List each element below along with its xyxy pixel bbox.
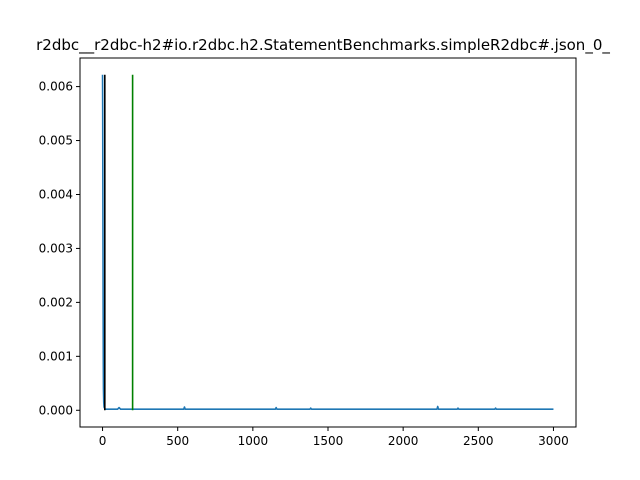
x-tick-label: 0 [99,434,107,448]
x-tick-label: 2500 [463,434,494,448]
x-tick-label: 2000 [388,434,419,448]
series-layer [101,74,554,411]
y-tick-label: 0.005 [39,134,73,148]
y-axis: 0.000 0.001 0.002 0.003 0.004 0.005 0.006 [39,80,80,417]
x-axis: 0 500 1000 1500 2000 2500 3000 [99,427,569,448]
y-tick-label: 0.001 [39,349,73,363]
y-tick-label: 0.003 [39,241,73,255]
chart-title: r2dbc__r2dbc-h2#io.r2dbc.h2.StatementBen… [36,36,610,55]
plot-area [101,74,554,411]
series-line-timeseries [101,74,554,410]
y-tick-label: 0.006 [39,80,73,94]
y-tick-label: 0.002 [39,295,73,309]
x-tick-label: 1000 [238,434,269,448]
x-tick-label: 1500 [313,434,344,448]
y-tick-label: 0.004 [39,187,73,201]
plot-frame [79,57,577,428]
x-tick-label: 3000 [538,434,569,448]
x-tick-label: 500 [166,434,189,448]
y-tick-label: 0.000 [39,403,73,417]
